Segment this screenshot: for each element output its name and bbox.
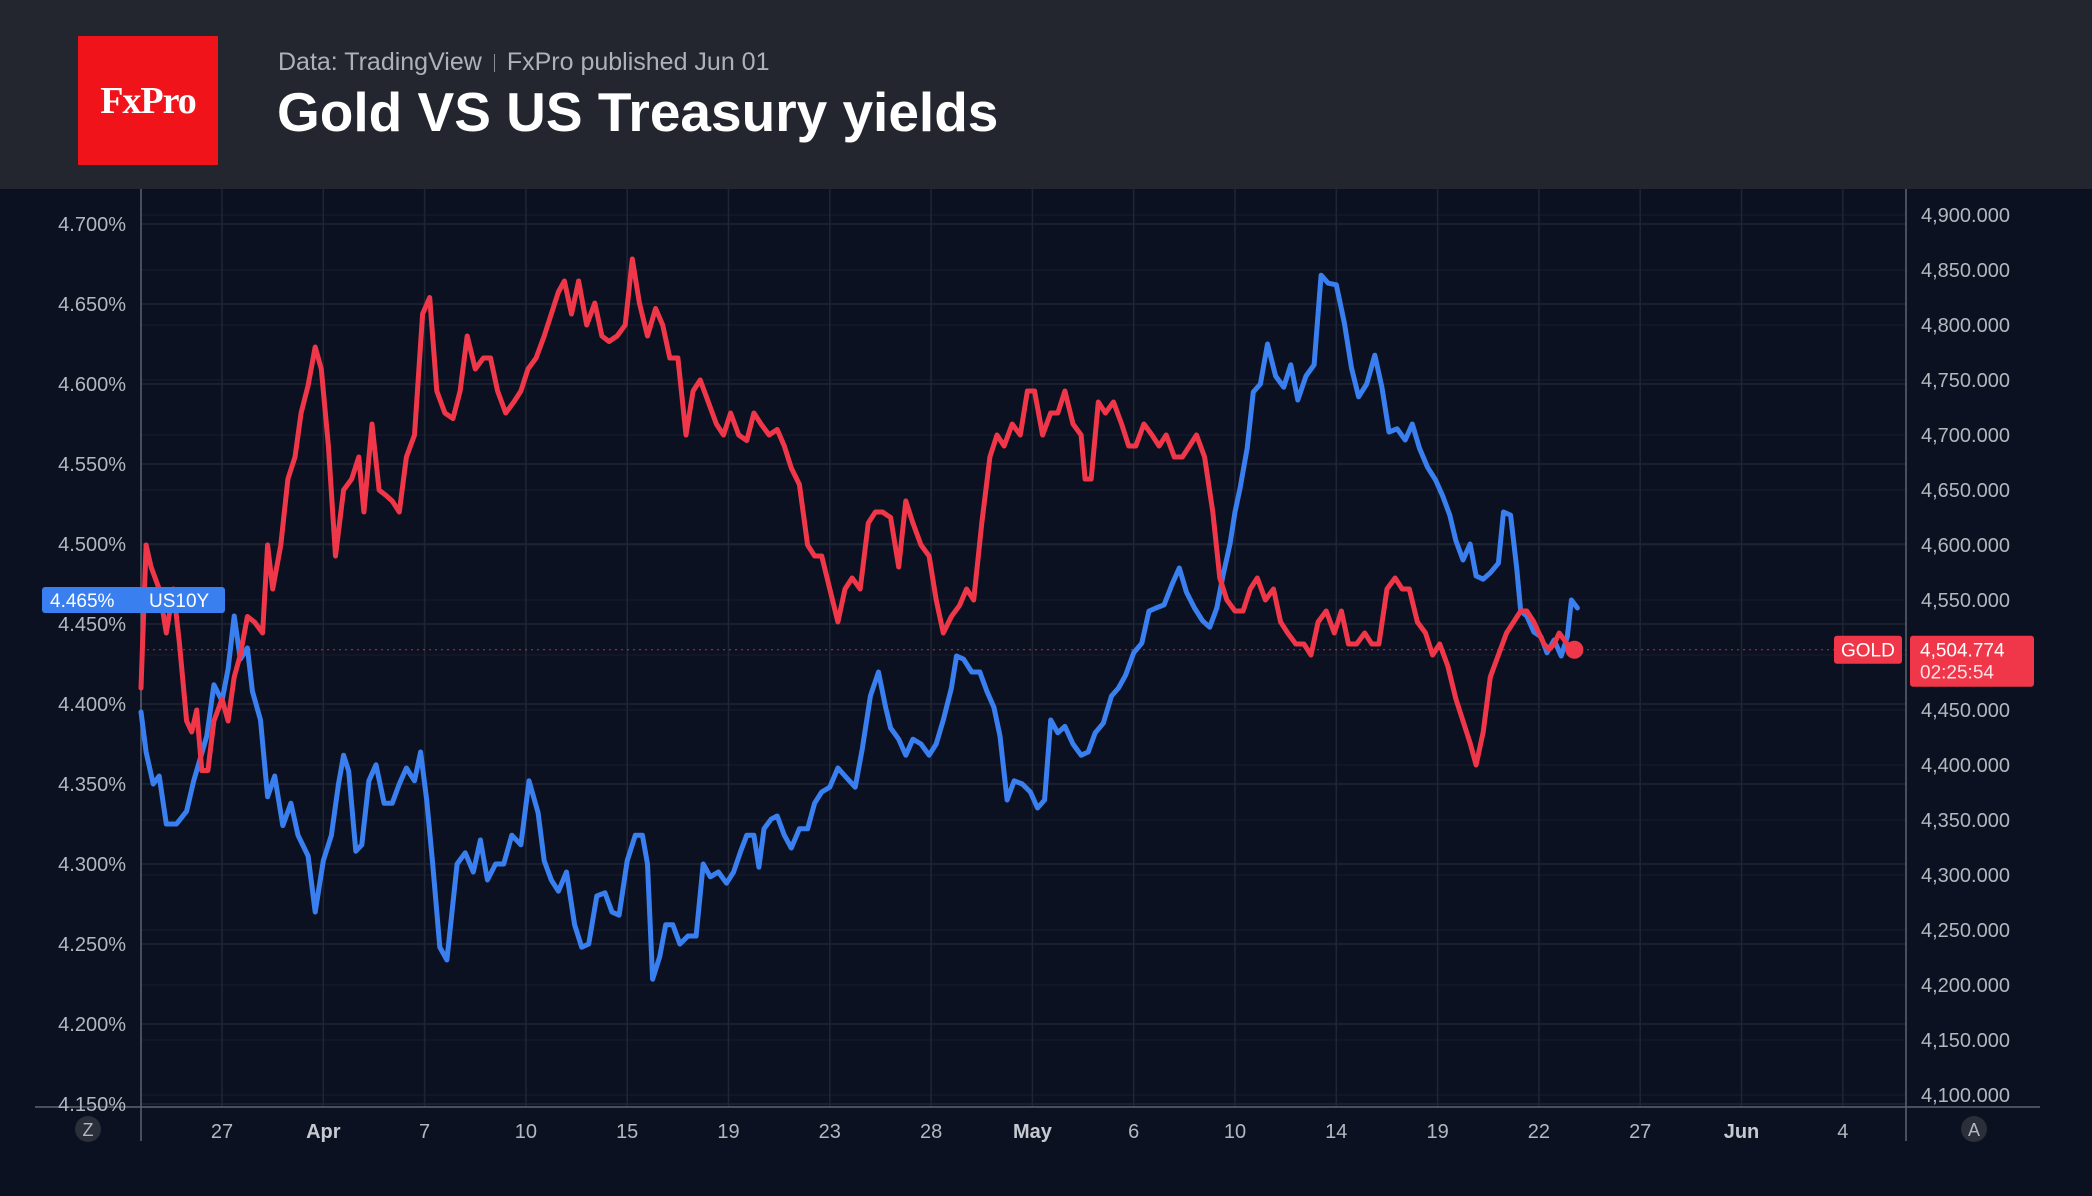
chart-area[interactable]: 4.700% 4.650% 4.600% 4.550% 4.500% 4.450% 4.40… (0, 189, 2092, 1196)
gold-countdown: 02:25:54 (1920, 663, 1994, 684)
chart-title: Gold VS US Treasury yields (277, 81, 999, 143)
left-tick-label: 4.450% (58, 614, 126, 636)
right-tick-label: 4,400.000 (1921, 755, 2010, 777)
right-tick-label: 4,550.000 (1921, 590, 2010, 612)
left-tick-label: 4.550% (58, 454, 126, 476)
source-line: Data: TradingView FxPro published Jun 01 (278, 48, 770, 77)
header-bar: FxPro Data: TradingView FxPro published J… (0, 0, 2092, 189)
gold-value-badge (1910, 635, 2034, 687)
x-tick-label: 6 (1128, 1121, 1139, 1143)
right-tick-label: 4,900.000 (1921, 205, 2010, 227)
left-tick-label: 4.350% (58, 774, 126, 796)
us10y-value-badge (42, 587, 225, 613)
left-tick-label: 4.400% (58, 694, 126, 716)
x-tick-label: 27 (211, 1121, 233, 1143)
separator (493, 54, 495, 72)
gold-label-tag: GOLD 4,504.774 02:25:54 (1834, 635, 2034, 687)
grid (35, 189, 2040, 1141)
x-tick-label: Apr (306, 1121, 341, 1143)
right-tick-label: 4,700.000 (1921, 425, 2010, 447)
gold-last-value: 4,504.774 (1920, 641, 2005, 662)
right-tick-label: 4,650.000 (1921, 480, 2010, 502)
data-source: Data: TradingView (278, 48, 482, 76)
x-tick-label: Jun (1724, 1121, 1760, 1143)
gold-series-name: GOLD (1841, 641, 1895, 662)
x-tick-label: 4 (1837, 1121, 1848, 1143)
gold-series-line (138, 256, 1577, 773)
x-tick-label: 10 (1224, 1121, 1246, 1143)
right-tick-label: 4,450.000 (1921, 700, 2010, 722)
right-tick-label: 4,150.000 (1921, 1030, 2010, 1052)
us10y-series-name: US10Y (149, 591, 210, 612)
fxpro-logo: FxPro (78, 36, 218, 165)
x-axis: 27 Apr 7 10 15 19 23 28 May 6 10 14 19 22 27 Jun 4 (211, 1121, 1848, 1143)
x-tick-label: 22 (1528, 1121, 1550, 1143)
us10y-last-value: 4.465% (50, 591, 115, 612)
zoom-left-button[interactable]: Z (75, 1116, 101, 1142)
z-icon: Z (83, 1120, 94, 1140)
x-tick-label: 7 (419, 1121, 430, 1143)
x-tick-label: 23 (819, 1121, 841, 1143)
x-tick-label: 27 (1629, 1121, 1651, 1143)
a-icon: A (1968, 1120, 1980, 1140)
right-tick-label: 4,600.000 (1921, 535, 2010, 557)
us10y-label-tag: 4.465% US10Y (42, 587, 225, 613)
auto-scale-button[interactable]: A (1961, 1116, 1987, 1142)
right-tick-label: 4,300.000 (1921, 865, 2010, 887)
right-tick-label: 4,100.000 (1921, 1085, 2010, 1107)
x-tick-label: 28 (920, 1121, 942, 1143)
left-tick-label: 4.650% (58, 294, 126, 316)
left-tick-label: 4.700% (58, 214, 126, 236)
x-tick-label: 19 (717, 1121, 739, 1143)
right-tick-label: 4,350.000 (1921, 810, 2010, 832)
left-tick-label: 4.500% (58, 534, 126, 556)
left-tick-label: 4.250% (58, 934, 126, 956)
x-tick-label: 19 (1426, 1121, 1448, 1143)
x-tick-label: 15 (616, 1121, 638, 1143)
publisher: FxPro published Jun 01 (506, 48, 770, 76)
left-tick-label: 4.600% (58, 374, 126, 396)
left-tick-label: 4.200% (58, 1014, 126, 1036)
gold-name-badge (1834, 635, 1902, 664)
left-axis: 4.700% 4.650% 4.600% 4.550% 4.500% 4.450% 4.40… (58, 214, 126, 1116)
right-tick-label: 4,850.000 (1921, 260, 2010, 282)
x-tick-label: May (1013, 1121, 1053, 1143)
us10y-series-line (138, 272, 1580, 982)
x-tick-label: 14 (1325, 1121, 1347, 1143)
right-tick-label: 4,250.000 (1921, 920, 2010, 942)
right-tick-label: 4,200.000 (1921, 975, 2010, 997)
right-tick-label: 4,750.000 (1921, 370, 2010, 392)
left-tick-label: 4.300% (58, 854, 126, 876)
right-axis: 4,900.000 4,850.000 4,800.000 4,750.000 4,70… (1921, 205, 2010, 1107)
left-tick-label: 4.150% (58, 1094, 126, 1116)
x-tick-label: 10 (515, 1121, 537, 1143)
right-tick-label: 4,800.000 (1921, 315, 2010, 337)
gold-last-point (1565, 640, 1584, 659)
